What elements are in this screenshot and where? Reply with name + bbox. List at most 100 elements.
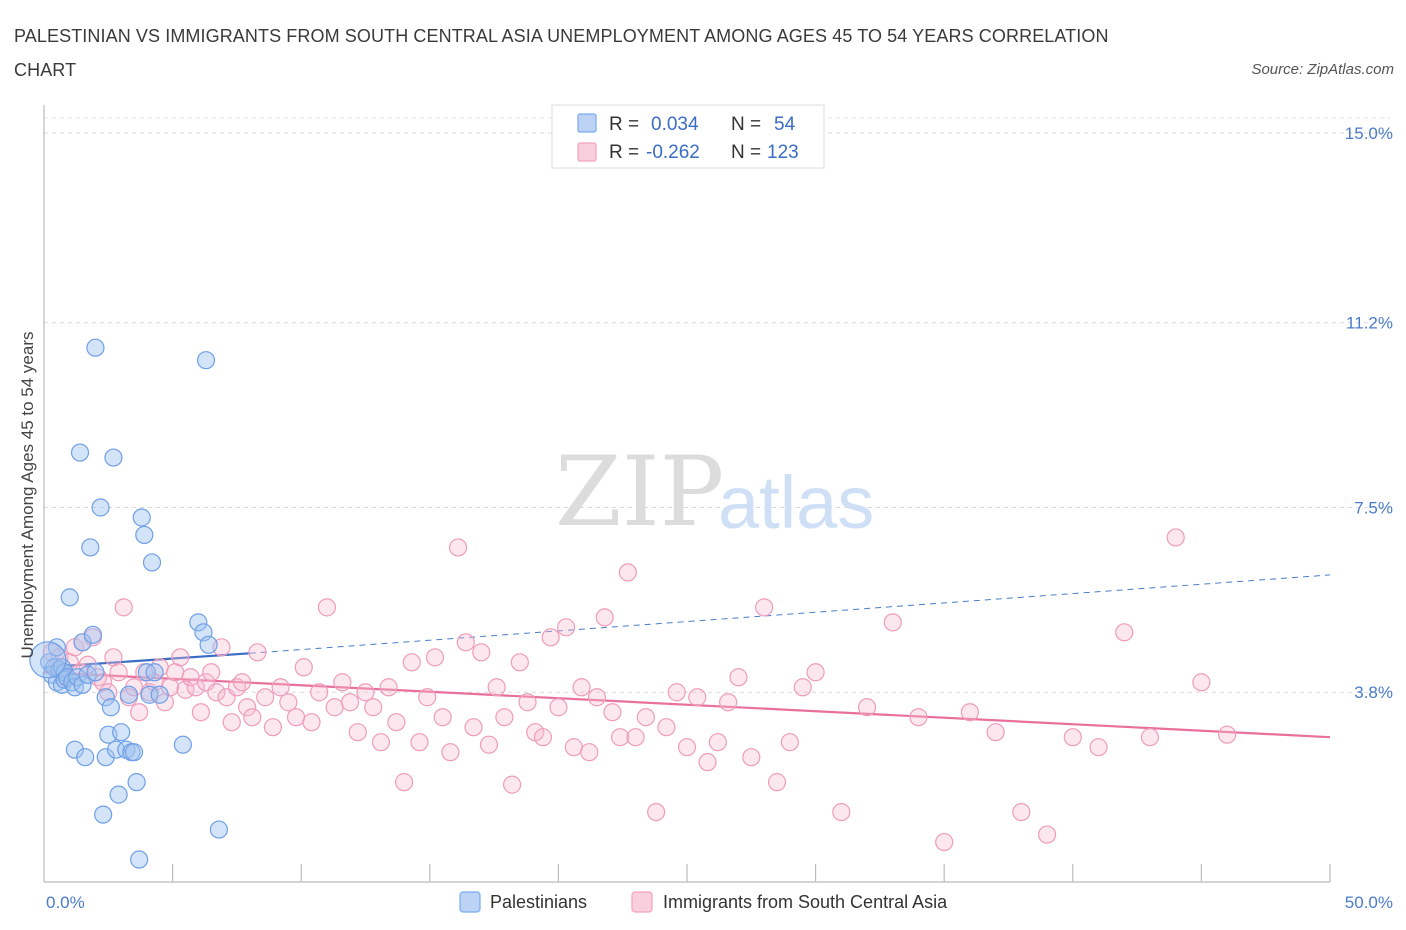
- data-point-immigrants: [1218, 725, 1237, 744]
- stats-n-value-2: 123: [767, 142, 799, 163]
- data-point-immigrants: [340, 693, 360, 712]
- data-point-immigrants: [207, 683, 226, 702]
- data-point-palestinians: [81, 538, 100, 557]
- axes: [43, 105, 1331, 883]
- data-point-palestinians: [70, 443, 90, 462]
- data-point-palestinians: [106, 740, 126, 759]
- data-point-immigrants: [572, 678, 591, 697]
- data-point-palestinians: [73, 633, 92, 652]
- watermark: ZIP atlas: [555, 436, 874, 548]
- data-point-palestinians: [101, 698, 120, 717]
- data-point-immigrants: [503, 775, 522, 794]
- data-point-immigrants: [647, 802, 666, 822]
- data-point-immigrants: [510, 653, 529, 672]
- data-point-immigrants: [472, 643, 491, 662]
- data-point-palestinians: [119, 685, 138, 704]
- stats-r-value-1: 0.034: [651, 114, 699, 135]
- data-point-immigrants: [603, 703, 622, 722]
- data-point-immigrants: [1063, 728, 1082, 747]
- legend-label-palestinians: Palestinians: [490, 892, 587, 912]
- data-point-palestinians: [94, 805, 113, 824]
- stats-n-value-1: 54: [774, 114, 796, 135]
- data-point-palestinians: [76, 748, 95, 767]
- data-point-immigrants: [1037, 825, 1057, 844]
- data-point-palestinians: [124, 743, 144, 762]
- data-point-immigrants: [186, 678, 205, 697]
- data-point-palestinians: [189, 613, 208, 632]
- data-point-immigrants: [402, 653, 421, 672]
- data-point-immigrants: [202, 663, 221, 682]
- data-point-immigrants: [533, 728, 553, 747]
- data-point-palestinians: [47, 638, 66, 657]
- data-point-palestinians: [60, 588, 79, 607]
- data-point-palestinians: [96, 748, 115, 767]
- data-point-immigrants: [418, 688, 437, 707]
- legend-swatch-immigrants: [631, 891, 653, 913]
- data-point-palestinians: [83, 625, 102, 644]
- data-point-palestinians: [96, 688, 115, 707]
- y-tick-label: 15.0%: [1345, 124, 1393, 143]
- stats-r-value-2: -0.262: [646, 142, 700, 163]
- data-point-immigrants: [99, 683, 118, 702]
- data-point-palestinians: [65, 740, 84, 759]
- data-point-palestinians: [173, 735, 192, 754]
- data-points: [29, 338, 1237, 869]
- data-point-palestinians: [132, 508, 151, 527]
- data-point-immigrants: [114, 598, 133, 617]
- data-point-immigrants: [78, 655, 97, 674]
- stats-r-label-1: R =: [609, 114, 639, 135]
- data-point-immigrants: [518, 693, 537, 712]
- data-point-immigrants: [191, 703, 210, 722]
- data-point-immigrants: [248, 643, 267, 662]
- data-point-immigrants: [657, 718, 676, 737]
- stats-swatch-immigrants: [577, 142, 597, 162]
- data-point-immigrants: [729, 668, 748, 687]
- data-point-palestinians: [142, 553, 162, 572]
- data-point-immigrants: [271, 678, 290, 697]
- data-point-palestinians: [209, 820, 228, 839]
- chart-title: PALESTINIAN VS IMMIGRANTS FROM SOUTH CEN…: [14, 26, 1109, 80]
- data-point-immigrants: [806, 663, 825, 682]
- data-point-immigrants: [1140, 728, 1160, 747]
- data-point-immigrants: [479, 735, 499, 754]
- tick-labels: 3.8% 7.5% 11.2% 15.0% 0.0% 50.0%: [46, 124, 1393, 912]
- data-point-palestinians: [109, 785, 128, 804]
- data-point-immigrants: [611, 728, 630, 747]
- data-point-immigrants: [557, 618, 576, 637]
- data-point-immigrants: [755, 598, 774, 617]
- x-tick-label-max: 50.0%: [1345, 893, 1393, 912]
- data-point-palestinians: [127, 773, 146, 792]
- data-point-immigrants: [441, 743, 460, 762]
- y-tick-label: 3.8%: [1354, 683, 1393, 702]
- data-point-immigrants: [708, 733, 727, 752]
- data-point-immigrants: [238, 698, 257, 717]
- data-point-immigrants: [394, 773, 414, 792]
- data-point-palestinians: [73, 675, 92, 694]
- data-point-immigrants: [1192, 673, 1211, 692]
- data-point-palestinians: [112, 723, 131, 742]
- data-point-immigrants: [626, 728, 645, 747]
- stats-n-label-2: N =: [731, 142, 761, 163]
- data-point-immigrants: [227, 678, 246, 697]
- series-legend: Palestinians Immigrants from South Centr…: [459, 891, 948, 913]
- data-point-immigrants: [294, 658, 313, 677]
- stats-r-label-2: R =: [609, 142, 639, 163]
- data-point-immigrants: [279, 693, 298, 712]
- data-point-immigrants: [286, 708, 306, 727]
- data-point-palestinians: [91, 498, 110, 517]
- data-point-immigrants: [263, 718, 283, 737]
- data-point-immigrants: [780, 733, 799, 752]
- data-point-immigrants: [587, 688, 607, 707]
- data-point-immigrants: [1166, 528, 1185, 547]
- data-point-palestinians: [130, 850, 149, 869]
- data-point-immigrants: [317, 598, 337, 617]
- data-point-immigrants: [410, 733, 429, 752]
- data-point-immigrants: [909, 708, 928, 727]
- data-point-immigrants: [256, 688, 275, 707]
- data-point-immigrants: [618, 563, 637, 582]
- data-point-immigrants: [243, 708, 262, 727]
- data-point-immigrants: [487, 678, 506, 697]
- x-tick-label-min: 0.0%: [46, 893, 85, 912]
- data-point-palestinians: [150, 685, 169, 704]
- watermark-atlas: atlas: [718, 461, 874, 544]
